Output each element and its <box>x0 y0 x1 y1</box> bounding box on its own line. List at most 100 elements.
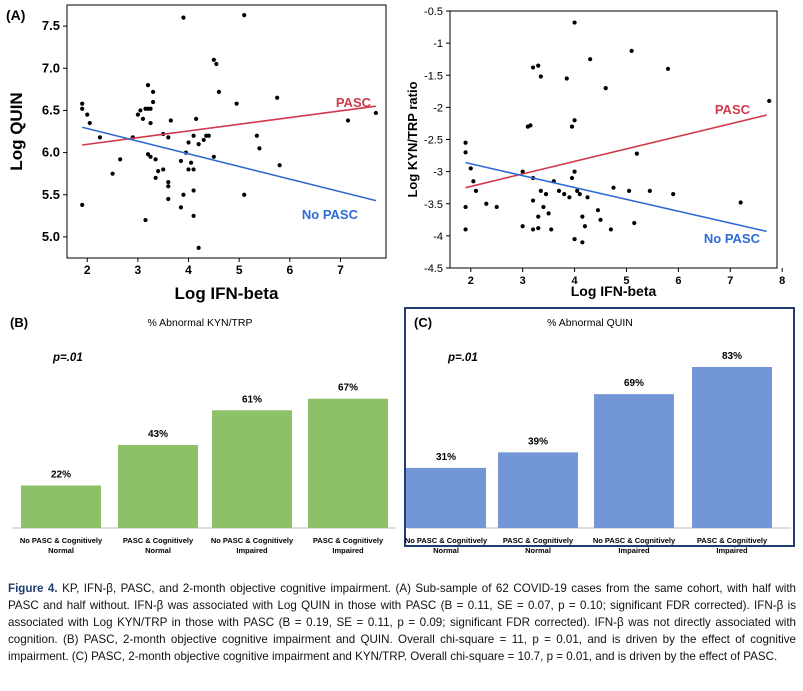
x-axis-label: Log IFN-beta <box>571 283 657 299</box>
data-point <box>580 214 585 219</box>
bar <box>406 467 486 528</box>
data-point <box>242 13 247 18</box>
data-point <box>473 188 479 193</box>
data-point <box>254 133 259 138</box>
data-point <box>191 133 196 138</box>
x-tick-label: 6 <box>675 275 681 287</box>
data-point <box>85 112 90 117</box>
data-point <box>528 123 533 128</box>
category-label: Impaired <box>236 546 268 555</box>
data-point <box>536 226 541 231</box>
p-value-annotation: p=.01 <box>52 352 83 364</box>
data-point <box>211 154 216 159</box>
bar-value-label: 22% <box>51 470 71 481</box>
category-label: Normal <box>433 546 459 555</box>
data-point <box>572 169 577 174</box>
plot-frame <box>449 10 778 269</box>
data-point <box>567 195 572 200</box>
data-point <box>186 167 191 172</box>
data-point <box>543 192 549 197</box>
data-point <box>463 150 468 155</box>
y-tick-label: 7.5 <box>42 18 60 33</box>
bar-value-label: 43% <box>148 429 168 440</box>
data-point <box>216 89 222 94</box>
data-point <box>186 140 191 145</box>
data-point <box>135 112 140 117</box>
data-point <box>546 211 551 216</box>
x-tick-label: 2 <box>84 263 91 277</box>
data-point <box>530 65 536 70</box>
data-point <box>556 188 562 193</box>
y-tick-label: -0.5 <box>424 6 443 18</box>
data-point <box>580 240 585 245</box>
bar-value-label: 67% <box>338 383 358 394</box>
data-point <box>634 151 639 156</box>
data-point <box>181 15 186 20</box>
y-tick-label: -1.5 <box>424 70 443 82</box>
x-tick-label: 7 <box>337 263 344 277</box>
data-point <box>87 120 92 126</box>
y-tick-label: -1 <box>433 38 443 50</box>
data-point <box>468 166 473 171</box>
data-point <box>191 188 196 193</box>
data-point <box>166 135 171 140</box>
series-label: No PASC <box>704 231 761 246</box>
data-point <box>80 202 85 207</box>
data-point <box>196 142 201 147</box>
data-point <box>201 137 206 143</box>
data-point <box>166 184 171 189</box>
data-point <box>463 227 468 232</box>
data-point <box>166 196 171 202</box>
data-point <box>97 135 103 140</box>
data-point <box>242 192 247 197</box>
p-value-annotation: p=.01 <box>447 352 478 364</box>
data-point <box>196 245 201 250</box>
bar <box>498 452 578 528</box>
data-point <box>118 157 123 162</box>
x-tick-label: 2 <box>468 275 474 287</box>
category-label: Normal <box>525 546 551 555</box>
data-point <box>156 169 161 174</box>
y-tick-label: -2.5 <box>424 135 443 147</box>
data-point <box>611 185 616 190</box>
category-label: No PASC & Cognitively <box>211 536 294 545</box>
data-point <box>629 48 634 53</box>
fit-line-no-pasc <box>81 126 377 202</box>
data-point <box>603 86 608 91</box>
category-label: No PASC & Cognitively <box>593 536 676 545</box>
data-point <box>647 188 652 193</box>
data-point <box>145 83 151 88</box>
bar-value-label: 39% <box>528 436 548 447</box>
y-tick-label: -3 <box>433 167 443 179</box>
data-point <box>153 175 158 180</box>
data-point <box>191 213 196 218</box>
fit-line-no-pasc <box>465 161 767 233</box>
data-point <box>373 110 378 116</box>
data-point <box>585 195 590 200</box>
panel-label: (B) <box>10 315 28 330</box>
data-point <box>161 167 166 172</box>
data-point <box>484 201 489 206</box>
scatter-chart-quin: 5.0 5.5 6.0 6.5 7.0 7.5 2 3 4 5 6 7 PASC No PASC Log I… <box>6 4 387 303</box>
data-point <box>211 57 216 62</box>
data-point <box>595 208 601 213</box>
data-point <box>148 106 153 111</box>
chart-title: % Abnormal KYN/TRP <box>147 317 252 329</box>
bar-value-label: 83% <box>722 351 742 362</box>
y-tick-label: 5.5 <box>42 187 60 202</box>
data-point <box>234 101 239 106</box>
data-point <box>520 169 525 174</box>
data-point <box>530 227 536 232</box>
data-point <box>520 224 525 229</box>
x-tick-label: 8 <box>779 275 785 287</box>
y-tick-label: -2 <box>433 102 443 114</box>
data-point <box>572 118 577 123</box>
y-tick-label: 5.0 <box>42 229 60 244</box>
x-tick-label: 6 <box>286 263 293 277</box>
data-point <box>671 192 676 197</box>
data-point <box>166 180 171 185</box>
panel-label: (A) <box>6 7 25 23</box>
data-point <box>494 204 499 210</box>
data-point <box>191 167 196 172</box>
bar-value-label: 61% <box>242 394 262 405</box>
